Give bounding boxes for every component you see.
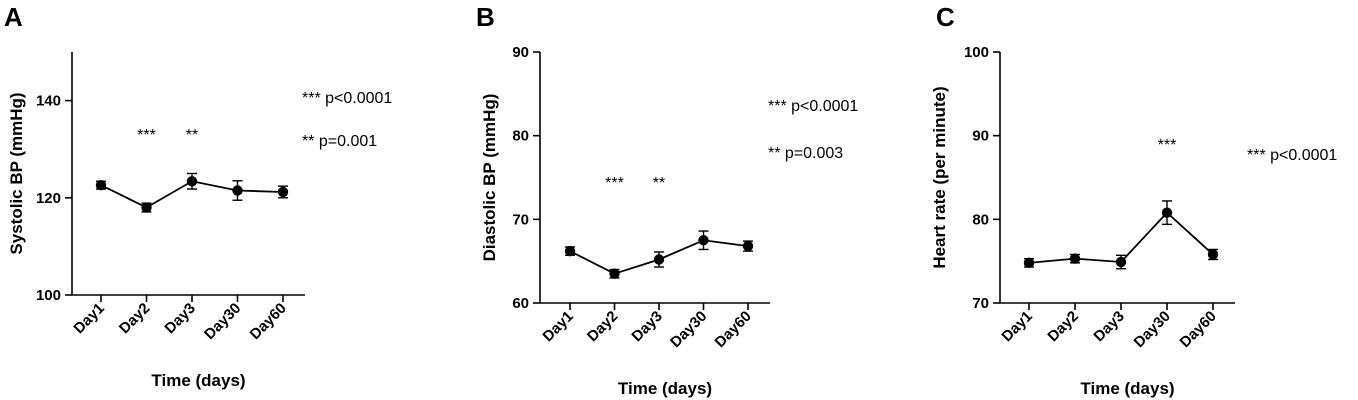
x-tick-label: Day3 <box>161 300 198 337</box>
y-tick-label: 70 <box>512 211 529 228</box>
significance-marker: *** <box>605 175 624 192</box>
x-tick-label: Day3 <box>1090 308 1127 345</box>
data-point <box>564 245 576 257</box>
y-tick-label: 80 <box>972 211 989 228</box>
x-tick-label: Day60 <box>1177 308 1220 351</box>
x-tick-label: Day1 <box>998 308 1035 345</box>
x-tick-label: Day2 <box>116 300 153 337</box>
x-tick-label: Day60 <box>247 300 290 343</box>
significance-marker: ** <box>186 127 198 144</box>
panel-letter: A <box>4 2 23 32</box>
data-point <box>742 240 754 252</box>
x-tick-label: Day30 <box>667 308 710 351</box>
y-tick-label: 90 <box>972 128 989 145</box>
data-point <box>277 186 289 198</box>
x-axis-label: Time (days) <box>618 379 712 398</box>
x-axis-label: Time (days) <box>151 371 245 390</box>
y-tick-label: 90 <box>512 44 529 61</box>
data-point <box>1023 257 1035 269</box>
chart-panel-a: A 100 120 140 Day1 Day2 Day3 Day30 Day60 Time (da… <box>4 2 392 390</box>
chart-panel-c: C 70 80 90 100 Day1 Day2 Day3 Day30 Day60 Time (da… <box>930 2 1337 398</box>
panel-letter: B <box>476 2 495 32</box>
data-point <box>141 202 152 213</box>
y-tick-label: 140 <box>36 93 61 110</box>
data-point <box>653 254 665 265</box>
x-tick-label: Day30 <box>1131 308 1174 351</box>
p-value-annotation: *** p<0.0001 <box>302 90 392 107</box>
data-point <box>1115 256 1127 268</box>
x-tick-label: Day1 <box>70 300 107 337</box>
x-tick-label: Day3 <box>628 308 665 345</box>
data-point <box>95 179 107 191</box>
y-tick-label: 100 <box>36 287 61 304</box>
x-axis-label: Time (days) <box>1080 379 1174 398</box>
x-tick-label: Day2 <box>1044 308 1081 345</box>
significance-marker: *** <box>137 127 156 144</box>
data-point <box>1069 253 1081 264</box>
significance-marker: ** <box>653 175 665 192</box>
p-value-annotation: ** p=0.003 <box>768 145 843 162</box>
y-tick-label: 100 <box>964 44 989 61</box>
p-value-annotation: *** p<0.0001 <box>1247 147 1337 164</box>
p-value-annotation: ** p=0.001 <box>302 133 377 150</box>
y-tick-label: 80 <box>512 128 529 145</box>
significance-marker: *** <box>1158 137 1177 154</box>
data-point <box>1207 249 1219 260</box>
panel-letter: C <box>936 2 955 32</box>
y-tick-label: 60 <box>512 295 529 312</box>
y-tick-label: 120 <box>36 190 61 207</box>
x-tick-label: Day60 <box>712 308 755 351</box>
data-point <box>698 235 709 246</box>
p-value-annotation: *** p<0.0001 <box>768 98 858 115</box>
x-tick-label: Day30 <box>201 300 244 343</box>
x-tick-label: Day2 <box>584 308 621 345</box>
data-point <box>186 176 198 187</box>
y-axis-label: Systolic BP (mmHg) <box>7 92 26 254</box>
y-tick-label: 70 <box>972 295 989 312</box>
y-axis-label: Diastolic BP (mmHg) <box>480 94 499 262</box>
data-point <box>1161 207 1173 218</box>
data-point <box>232 185 243 196</box>
x-tick-label: Day1 <box>539 308 576 345</box>
y-axis-label: Heart rate (per minute) <box>930 86 949 268</box>
data-point <box>609 268 620 279</box>
chart-panel-b: B 60 70 80 90 Day1 Day2 Day3 Day30 Day60 Time (day… <box>476 2 858 398</box>
